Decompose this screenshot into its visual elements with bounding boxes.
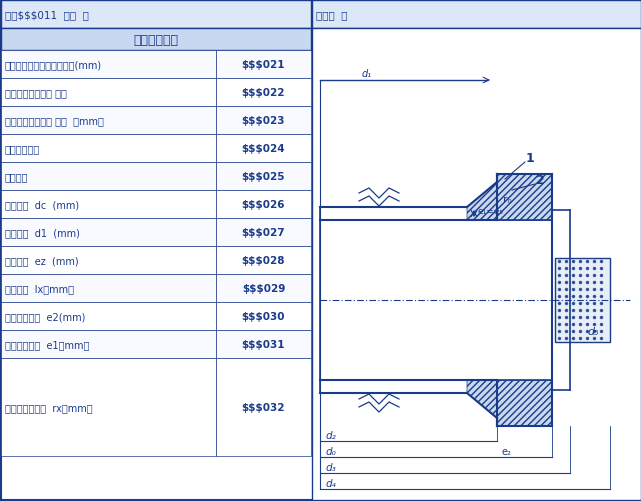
Bar (1, 1, 311, 29)
Polygon shape (497, 175, 552, 220)
Text: $$$032: $$$032 (242, 402, 285, 412)
Text: $$$028: $$$028 (242, 256, 285, 266)
Bar (312, 1, 641, 29)
Text: d₁: d₁ (362, 69, 372, 79)
Text: d₃: d₃ (326, 462, 337, 472)
Bar (216, 330, 311, 358)
Text: $$$030: $$$030 (242, 312, 285, 321)
Bar (1, 79, 216, 107)
Text: $$$022: $$$022 (242, 88, 285, 98)
Bar (1, 107, 216, 135)
Bar (1, 190, 216, 218)
Bar (312, 29, 641, 500)
Bar (1, 29, 311, 51)
Bar (1, 51, 216, 79)
Bar (216, 303, 311, 330)
Bar (216, 51, 311, 79)
Text: 锥颈大端厚度  e2(mm): 锥颈大端厚度 e2(mm) (5, 312, 85, 321)
Text: $$$031: $$$031 (242, 339, 285, 349)
Text: d₀: d₀ (326, 446, 337, 456)
Bar (216, 246, 311, 275)
Text: e₂: e₂ (501, 446, 511, 456)
Bar (1, 163, 216, 190)
Text: d₂: d₂ (326, 430, 337, 440)
Bar (1, 275, 216, 303)
Text: $$$021: $$$021 (242, 60, 285, 70)
Text: 法兰外径  d1  (mm): 法兰外径 d1 (mm) (5, 227, 80, 237)
Bar (216, 163, 311, 190)
Bar (555, 259, 610, 342)
Text: 法兰材料类型: 法兰材料类型 (5, 144, 40, 154)
Text: 法兰内径  dc  (mm): 法兰内径 dc (mm) (5, 199, 79, 209)
Text: d₄: d₄ (326, 478, 337, 488)
Polygon shape (467, 183, 497, 220)
Text: 法兰材料: 法兰材料 (5, 172, 28, 182)
Bar (216, 190, 311, 218)
Polygon shape (497, 380, 552, 426)
Bar (1, 358, 216, 456)
Text: r₀: r₀ (503, 194, 512, 204)
Text: 法兰厚度  ez  (mm): 法兰厚度 ez (mm) (5, 256, 79, 266)
Text: $$$023: $$$023 (242, 116, 285, 126)
Text: e₁=e₅: e₁=e₅ (478, 206, 504, 215)
Text: d₅: d₅ (588, 326, 599, 336)
Bar (216, 275, 311, 303)
Text: $$$026: $$$026 (242, 199, 285, 209)
Bar (1, 303, 216, 330)
Bar (216, 218, 311, 246)
Text: $$$024: $$$024 (242, 144, 285, 154)
Bar (1, 246, 216, 275)
Text: 2: 2 (536, 174, 545, 187)
Bar (216, 79, 311, 107)
Bar (216, 358, 311, 456)
Text: 1: 1 (526, 152, 535, 165)
Text: 锥颈小端厚度  e1（mm）: 锥颈小端厚度 e1（mm） (5, 339, 89, 349)
Text: 与法兰连接的壳体有效厚度(mm): 与法兰连接的壳体有效厚度(mm) (5, 60, 102, 70)
Bar (1, 330, 216, 358)
Text: $$$027: $$$027 (242, 227, 285, 237)
Text: $$$029: $$$029 (242, 284, 285, 294)
Text: 整体带颈法兰: 整体带颈法兰 (133, 34, 178, 47)
Text: 与法兰连接的壳体 材料: 与法兰连接的壳体 材料 (5, 88, 67, 98)
Bar (216, 135, 311, 163)
Bar (1, 135, 216, 163)
Text: $$$025: $$$025 (242, 172, 285, 182)
Polygon shape (467, 380, 497, 418)
Text: 法兰$$$011  数据  ：: 法兰$$$011 数据 ： (5, 10, 89, 20)
Bar (216, 107, 311, 135)
Text: 锥颈外圆角半径  rx（mm）: 锥颈外圆角半径 rx（mm） (5, 402, 93, 412)
Text: 与法兰连接的壳体 内径  （mm）: 与法兰连接的壳体 内径 （mm） (5, 116, 104, 126)
Text: 示意图  ：: 示意图 ： (316, 10, 347, 20)
Text: 锥颈高度  lx（mm）: 锥颈高度 lx（mm） (5, 284, 74, 294)
Bar (1, 218, 216, 246)
